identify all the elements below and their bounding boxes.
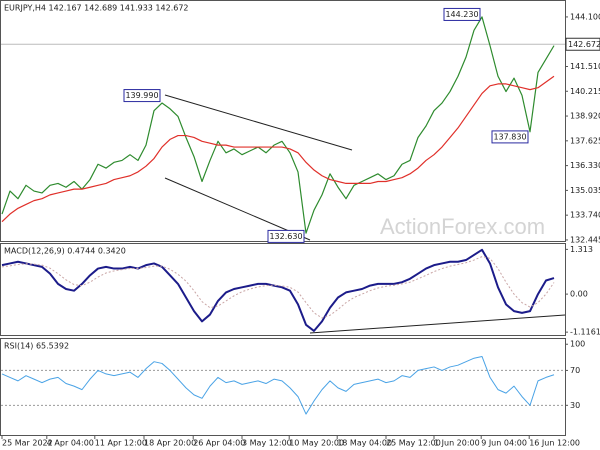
rsi-panel-frame xyxy=(0,338,566,436)
x-tick-label: 26 Apr 04:00 xyxy=(193,439,245,448)
price-annotation-box xyxy=(443,7,481,21)
y-tick-label: 30 xyxy=(570,401,580,410)
series-line xyxy=(1,256,555,319)
watermark: ActionForex.com xyxy=(380,214,545,239)
y-tick-label: 144.100 xyxy=(570,12,600,21)
price-annotation: 132.630 xyxy=(269,232,302,241)
price-annotation: 139.990 xyxy=(125,91,158,100)
price-annotation-box xyxy=(123,89,161,103)
macd-panel-frame xyxy=(0,243,566,336)
y-tick-label: 136.330 xyxy=(570,161,600,170)
macd-title: MACD(12,26,9) 0.4744 0.3420 xyxy=(4,247,126,256)
series-line xyxy=(1,355,555,415)
x-tick-label: 3 May 12:00 xyxy=(242,439,292,448)
channel-upper xyxy=(164,94,353,151)
x-tick-label: 25 May 12:00 xyxy=(386,439,441,448)
x-tick-label: 25 Mar 2022 xyxy=(2,439,53,448)
channel-lower xyxy=(164,177,311,241)
y-tick-label: 135.035 xyxy=(570,186,600,195)
x-tick-label: 11 Apr 12:00 xyxy=(95,439,147,448)
price-annotation-box xyxy=(267,229,305,243)
y-tick-label: 133.740 xyxy=(570,211,600,220)
x-tick-label: 18 May 04:00 xyxy=(337,439,392,448)
x-tick-label: 16 Jun 12:00 xyxy=(529,439,580,448)
price-title: EURJPY,H4 142.167 142.689 141.933 142.67… xyxy=(4,4,189,13)
x-tick-label: 10 May 20:00 xyxy=(289,439,344,448)
y-tick-label: 100 xyxy=(570,340,585,349)
price-annotation-box xyxy=(491,130,529,144)
series-line xyxy=(1,248,555,332)
y-tick-label: 137.625 xyxy=(570,136,600,145)
last-price-box xyxy=(565,37,600,51)
price-annotation: 144.230 xyxy=(445,10,478,19)
last-price-label: 142.672 xyxy=(568,40,600,49)
y-tick-label: -1.1161 xyxy=(570,328,600,337)
series-line xyxy=(1,16,555,234)
x-tick-label: 9 Jun 04:00 xyxy=(481,439,527,448)
y-tick-label: 0.00 xyxy=(570,290,588,299)
y-tick-label: 132.445 xyxy=(570,235,600,244)
y-tick-label: 138.920 xyxy=(570,112,600,121)
macd-trendline xyxy=(309,314,566,334)
series-line xyxy=(1,75,555,223)
rsi-title: RSI(14) 65.5392 xyxy=(4,342,69,351)
y-tick-label: 141.510 xyxy=(570,62,600,71)
y-tick-label: 70 xyxy=(570,366,580,375)
y-tick-label: 140.215 xyxy=(570,87,600,96)
x-tick-label: 1 Jun 20:00 xyxy=(434,439,480,448)
y-tick-label: 1.313 xyxy=(570,245,593,254)
x-tick-label: 18 Apr 20:00 xyxy=(144,439,196,448)
x-tick-label: 4 Apr 04:00 xyxy=(47,439,94,448)
price-annotation: 137.830 xyxy=(493,132,526,141)
